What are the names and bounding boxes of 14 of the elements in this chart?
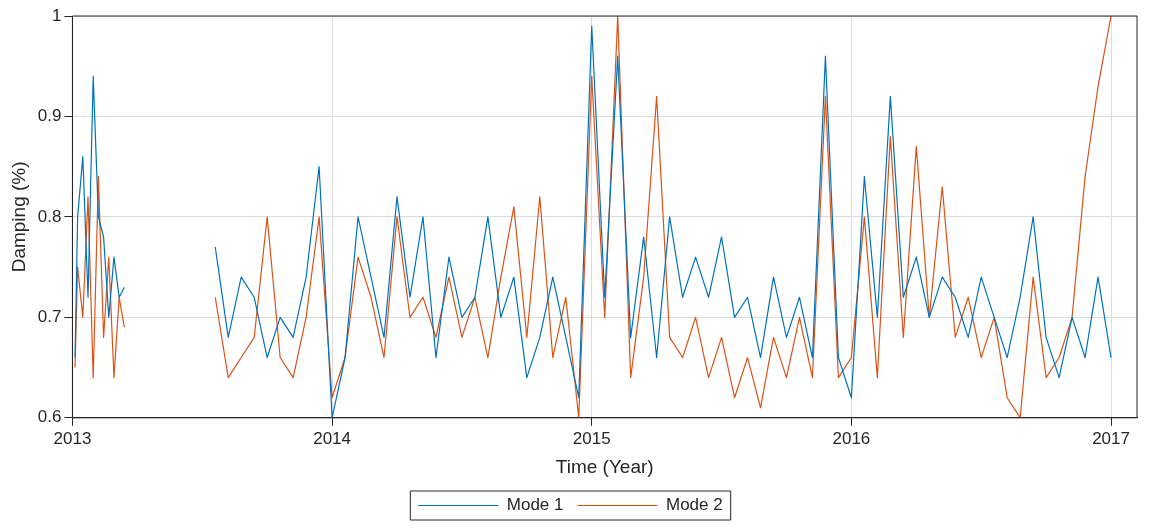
y-tick-label: 0.7 (37, 307, 62, 327)
x-tick-label: 2016 (832, 428, 871, 448)
x-tick-label: 2017 (1092, 428, 1130, 448)
y-tick-label: 0.9 (37, 106, 62, 126)
x-tick-label: 2014 (313, 428, 351, 448)
legend-label: Mode 1 (506, 495, 564, 515)
y-tick-label: 0.6 (37, 407, 62, 427)
x-axis-title: Time (Year) (555, 455, 654, 477)
legend-label: Mode 2 (666, 495, 723, 515)
y-tick-label: 1 (51, 5, 62, 25)
y-tick-label: 0.8 (37, 206, 62, 226)
x-tick-label: 2015 (572, 428, 611, 448)
x-tick-label: 2013 (53, 428, 92, 448)
y-axis-title: Damping (%) (7, 161, 29, 273)
